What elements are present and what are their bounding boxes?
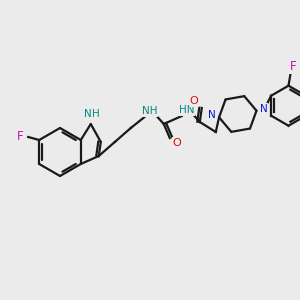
Text: O: O: [172, 138, 181, 148]
Text: N: N: [208, 110, 216, 120]
Text: H: H: [92, 109, 100, 119]
Text: O: O: [189, 96, 198, 106]
Text: N: N: [84, 109, 92, 119]
Text: HN: HN: [179, 105, 194, 115]
Text: N: N: [260, 104, 267, 114]
Text: F: F: [290, 60, 297, 73]
Text: NH: NH: [142, 106, 158, 116]
Text: F: F: [17, 130, 23, 143]
